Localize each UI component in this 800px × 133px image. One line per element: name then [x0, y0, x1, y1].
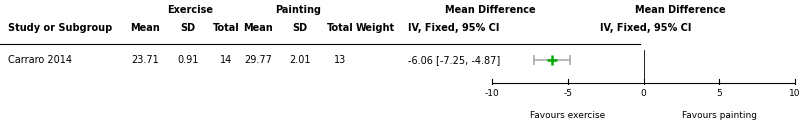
Text: Exercise: Exercise [167, 5, 213, 15]
Text: Mean Difference: Mean Difference [445, 5, 535, 15]
Text: Study or Subgroup: Study or Subgroup [8, 23, 112, 33]
Text: Favours painting: Favours painting [682, 111, 757, 120]
Text: 13: 13 [334, 55, 346, 65]
Text: Mean: Mean [130, 23, 160, 33]
Text: Favours exercise: Favours exercise [530, 111, 606, 120]
Text: 10: 10 [790, 90, 800, 99]
Text: IV, Fixed, 95% CI: IV, Fixed, 95% CI [600, 23, 692, 33]
Text: Carraro 2014: Carraro 2014 [8, 55, 72, 65]
Text: 14: 14 [220, 55, 232, 65]
Text: Mean Difference: Mean Difference [634, 5, 726, 15]
Text: -5: -5 [563, 90, 572, 99]
Text: SD: SD [293, 23, 307, 33]
Text: Painting: Painting [275, 5, 321, 15]
Text: SD: SD [181, 23, 195, 33]
Text: 2.01: 2.01 [290, 55, 310, 65]
Text: -10: -10 [485, 90, 499, 99]
Text: IV, Fixed, 95% CI: IV, Fixed, 95% CI [408, 23, 499, 33]
Text: 5: 5 [716, 90, 722, 99]
Text: 23.71: 23.71 [131, 55, 159, 65]
Text: 0: 0 [641, 90, 646, 99]
Text: Total: Total [326, 23, 354, 33]
Text: -6.06 [-7.25, -4.87]: -6.06 [-7.25, -4.87] [408, 55, 500, 65]
Text: Total: Total [213, 23, 239, 33]
Text: Mean: Mean [243, 23, 273, 33]
Text: 29.77: 29.77 [244, 55, 272, 65]
Text: Weight: Weight [355, 23, 394, 33]
Text: 0.91: 0.91 [178, 55, 198, 65]
